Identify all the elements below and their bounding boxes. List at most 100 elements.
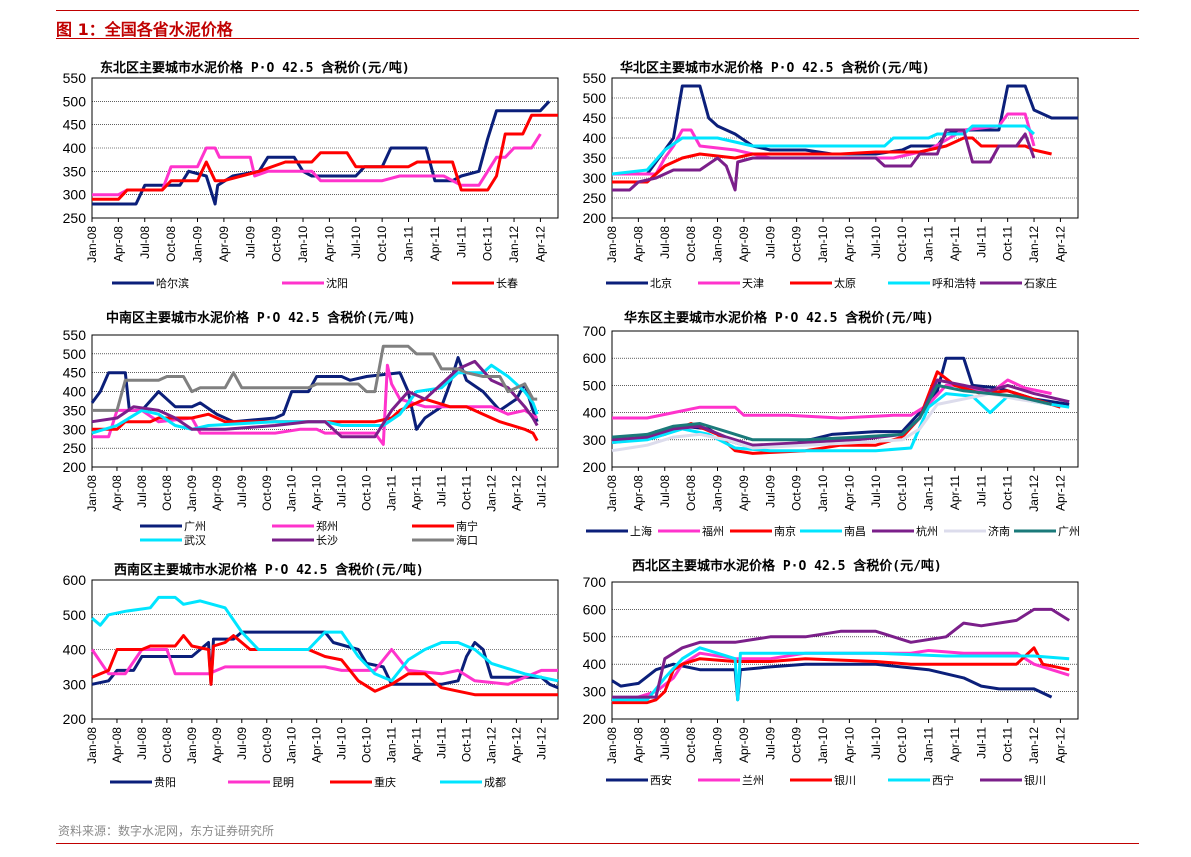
x-tick-label: Oct-09 xyxy=(260,727,274,763)
legend-label: 贵阳 xyxy=(154,776,176,789)
chart-title: 西南区主要城市水泥价格 P·O 42.5 含税价(元/吨) xyxy=(114,562,424,578)
chart-4: 华东区主要城市水泥价格 P·O 42.5 含税价(元/吨) 200 300 400 50… xyxy=(583,310,1080,538)
x-tick-label: Apr-09 xyxy=(737,475,751,511)
footer-line xyxy=(56,843,1139,844)
x-tick-label: Apr-11 xyxy=(428,226,442,261)
x-tick-label: Oct-10 xyxy=(895,727,909,763)
x-tick-label: Jan-11 xyxy=(385,727,399,763)
y-tick-label: 400 xyxy=(63,384,87,400)
x-tick-label: Jul-10 xyxy=(335,727,349,760)
x-tick-label: Jul-11 xyxy=(974,727,988,759)
x-tick-label: Jan-10 xyxy=(816,226,830,263)
legend-label: 石家庄 xyxy=(1024,276,1057,290)
x-tick-label: Apr-11 xyxy=(948,727,962,762)
x-tick-label: Jul-09 xyxy=(235,475,249,508)
series-line-6 xyxy=(92,344,538,412)
x-tick-label: Jul-11 xyxy=(974,475,988,507)
x-tick-label: Apr-11 xyxy=(948,475,962,510)
y-tick-label: 600 xyxy=(583,350,607,366)
legend-label: 武汉 xyxy=(184,534,206,547)
series-line-2 xyxy=(90,648,558,686)
y-tick-label: 600 xyxy=(583,601,607,617)
y-tick-label: 250 xyxy=(63,440,87,456)
y-tick-label: 500 xyxy=(583,629,607,645)
x-tick-label: Jan-09 xyxy=(191,226,205,263)
y-tick-label: 700 xyxy=(583,574,607,590)
x-tick-label: Oct-09 xyxy=(260,475,274,511)
y-tick-label: 450 xyxy=(63,117,87,133)
y-tick-label: 200 xyxy=(583,459,607,475)
legend-label: 福州 xyxy=(702,524,724,538)
x-tick-label: Apr-09 xyxy=(737,226,751,262)
legend-label: 杭州 xyxy=(916,524,938,538)
x-tick-label: Oct-09 xyxy=(790,226,804,262)
x-tick-label: Oct-11 xyxy=(459,475,473,510)
chart-title: 华东区主要城市水泥价格 P·O 42.5 含税价(元/吨) xyxy=(624,310,934,326)
x-tick-label: Apr-10 xyxy=(842,226,856,262)
series-line-4 xyxy=(91,363,539,435)
x-tick-label: Oct-08 xyxy=(684,727,698,763)
y-tick-label: 400 xyxy=(583,130,607,146)
x-tick-label: Jan-11 xyxy=(922,475,936,511)
legend-label: 西安 xyxy=(650,773,672,787)
x-tick-label: Jul-10 xyxy=(869,727,883,760)
series-line-1 xyxy=(92,100,551,206)
legend-label: 兰州 xyxy=(742,774,764,787)
y-tick-label: 300 xyxy=(583,170,607,186)
legend-label: 重庆 xyxy=(374,775,396,789)
x-tick-label: Jan-12 xyxy=(1027,727,1041,764)
y-tick-label: 500 xyxy=(583,377,607,393)
x-tick-label: Oct-08 xyxy=(160,727,174,763)
legend-label: 银川 xyxy=(1024,773,1046,787)
legend-label: 长沙 xyxy=(316,534,338,547)
x-tick-label: Jan-12 xyxy=(484,727,498,764)
chart-title: 中南区主要城市水泥价格 P·O 42.5 含税价(元/吨) xyxy=(106,310,416,326)
series-line-3 xyxy=(612,136,1052,184)
legend-label: 海口 xyxy=(456,533,478,547)
x-tick-label: Jan-09 xyxy=(185,727,199,764)
x-tick-label: Apr-12 xyxy=(533,226,547,262)
x-tick-label: Jan-09 xyxy=(711,475,725,512)
y-tick-label: 450 xyxy=(583,110,607,126)
chart-2: 华北区主要城市水泥价格 P·O 42.5 含税价(元/吨) 200 250 300 35… xyxy=(583,60,1079,290)
y-tick-label: 550 xyxy=(63,70,87,86)
series-line-3 xyxy=(92,397,539,442)
x-tick-label: Jul-11 xyxy=(454,226,468,258)
x-tick-label: Apr-12 xyxy=(509,475,523,511)
x-tick-label: Apr-08 xyxy=(110,727,124,763)
x-tick-label: Jul-10 xyxy=(349,226,363,259)
y-tick-label: 550 xyxy=(63,327,87,343)
x-tick-label: Oct-09 xyxy=(790,727,804,763)
x-tick-label: Apr-10 xyxy=(310,727,324,763)
chart-title: 华北区主要城市水泥价格 P·O 42.5 含税价(元/吨) xyxy=(620,60,930,76)
series-line-4 xyxy=(611,124,1036,176)
x-tick-label: Jan-11 xyxy=(922,727,936,763)
x-tick-label: Oct-10 xyxy=(375,226,389,262)
x-tick-label: Oct-08 xyxy=(164,226,178,262)
series-line-5 xyxy=(612,128,1036,192)
x-tick-label: Jan-12 xyxy=(484,475,498,512)
x-tick-label: Jan-12 xyxy=(1027,226,1041,263)
x-tick-label: Jan-08 xyxy=(605,475,619,512)
x-tick-label: Apr-12 xyxy=(1053,727,1067,763)
series-line-1 xyxy=(90,356,539,431)
series-line-1 xyxy=(91,630,559,690)
x-tick-label: Oct-11 xyxy=(459,727,473,762)
x-tick-label: Jul-09 xyxy=(763,727,777,760)
y-tick-label: 250 xyxy=(583,190,607,206)
y-tick-label: 350 xyxy=(63,402,87,418)
series-line-6 xyxy=(611,392,1052,453)
legend-label: 呼和浩特 xyxy=(932,276,976,290)
x-tick-label: Jan-09 xyxy=(185,475,199,512)
x-tick-label: Apr-12 xyxy=(1053,475,1067,511)
x-tick-label: Oct-08 xyxy=(684,226,698,262)
x-tick-label: Apr-08 xyxy=(111,226,125,262)
x-tick-label: Jul-11 xyxy=(435,475,449,507)
series-line-3 xyxy=(612,646,1070,705)
x-tick-label: Jul-08 xyxy=(658,475,672,508)
x-tick-label: Apr-10 xyxy=(322,226,336,262)
x-tick-label: Apr-12 xyxy=(1053,226,1067,262)
y-tick-label: 200 xyxy=(63,459,87,475)
x-tick-label: Apr-08 xyxy=(631,727,645,763)
y-tick-label: 300 xyxy=(63,187,87,203)
